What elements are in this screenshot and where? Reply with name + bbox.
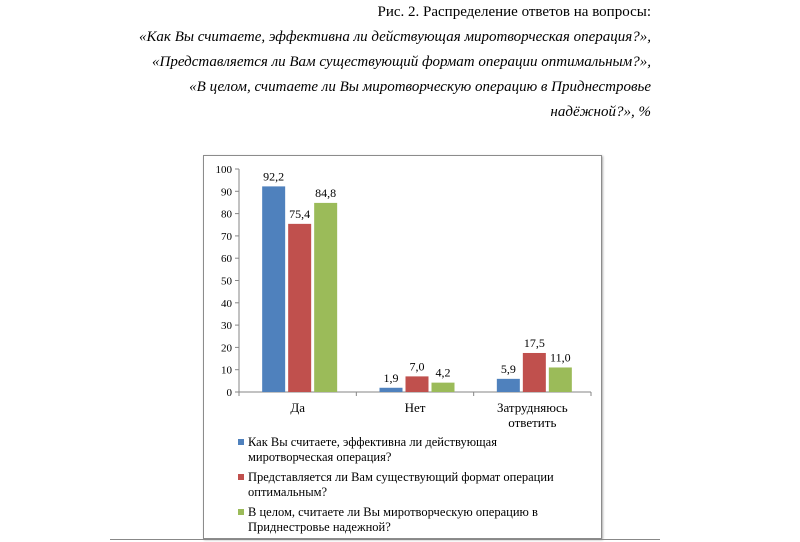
data-label: 92,2 bbox=[263, 169, 284, 183]
caption-question-3: «В целом, считаете ли Вы миротворческую … bbox=[189, 79, 651, 95]
chart-frame: 0 10 20 30 40 50 60 70 80 90 100 Да 92,2 75,4 84,8 Нет 1… bbox=[203, 155, 602, 539]
y-tick-label: 70 bbox=[221, 231, 233, 243]
y-tick-label: 20 bbox=[221, 342, 233, 354]
y-tick-label: 0 bbox=[227, 387, 233, 399]
y-tick-label: 40 bbox=[221, 298, 233, 310]
legend-marker-blue bbox=[238, 439, 244, 445]
bar bbox=[379, 387, 403, 392]
legend-item-series-3: В целом, считаете ли Вы миротворческую о… bbox=[238, 505, 568, 535]
data-label: 84,8 bbox=[315, 186, 336, 200]
x-tick-label: Да bbox=[290, 400, 305, 415]
bar bbox=[522, 352, 546, 392]
y-tick-label: 60 bbox=[221, 253, 233, 265]
bar bbox=[496, 378, 520, 392]
bar bbox=[288, 223, 312, 392]
legend-marker-red bbox=[238, 474, 244, 480]
page-divider bbox=[110, 539, 660, 540]
legend-label: В целом, считаете ли Вы миротворческую о… bbox=[248, 505, 538, 534]
data-label: 4,2 bbox=[436, 366, 451, 380]
y-tick-label: 90 bbox=[221, 186, 233, 198]
y-tick-label: 30 bbox=[221, 320, 233, 332]
figure-caption: Рис. 2. Распределение ответов на вопросы… bbox=[139, 0, 651, 125]
bar bbox=[262, 186, 286, 392]
bar bbox=[431, 382, 455, 392]
caption-question-1: «Как Вы считаете, эффективна ли действую… bbox=[138, 29, 651, 45]
data-label: 11,0 bbox=[550, 350, 571, 364]
legend-label: Представляется ли Вам существующий форма… bbox=[248, 470, 554, 499]
y-tick-label: 10 bbox=[221, 365, 233, 377]
bar-chart: 0 10 20 30 40 50 60 70 80 90 100 Да 92,2 75,4 84,8 Нет 1… bbox=[216, 164, 592, 430]
bar bbox=[314, 202, 338, 392]
legend-item-series-2: Представляется ли Вам существующий форма… bbox=[238, 470, 568, 500]
bar bbox=[548, 367, 572, 392]
bar bbox=[405, 376, 429, 392]
x-tick-label: Нет bbox=[405, 400, 426, 415]
legend: Как Вы считаете, эффективна ли действующ… bbox=[238, 435, 568, 540]
caption-question-3-end: надёжной?», % bbox=[550, 104, 651, 120]
data-label: 75,4 bbox=[289, 207, 310, 221]
y-tick-label: 80 bbox=[221, 209, 233, 221]
data-label: 17,5 bbox=[524, 336, 545, 350]
data-label: 5,9 bbox=[501, 362, 516, 376]
data-label: 1,9 bbox=[384, 371, 399, 385]
y-tick-label: 100 bbox=[216, 164, 233, 176]
y-tick-label: 50 bbox=[221, 276, 233, 288]
caption-title: Рис. 2. Распределение ответов на вопросы… bbox=[377, 4, 652, 20]
legend-label: Как Вы считаете, эффективна ли действующ… bbox=[248, 435, 497, 464]
data-label: 7,0 bbox=[410, 359, 425, 373]
caption-question-2: «Представляется ли Вам существующий форм… bbox=[152, 54, 651, 70]
x-tick-label: ответить bbox=[508, 415, 556, 430]
x-tick-label: Затрудняюсь bbox=[497, 400, 568, 415]
legend-marker-green bbox=[238, 509, 244, 515]
legend-item-series-1: Как Вы считаете, эффективна ли действующ… bbox=[238, 435, 568, 465]
